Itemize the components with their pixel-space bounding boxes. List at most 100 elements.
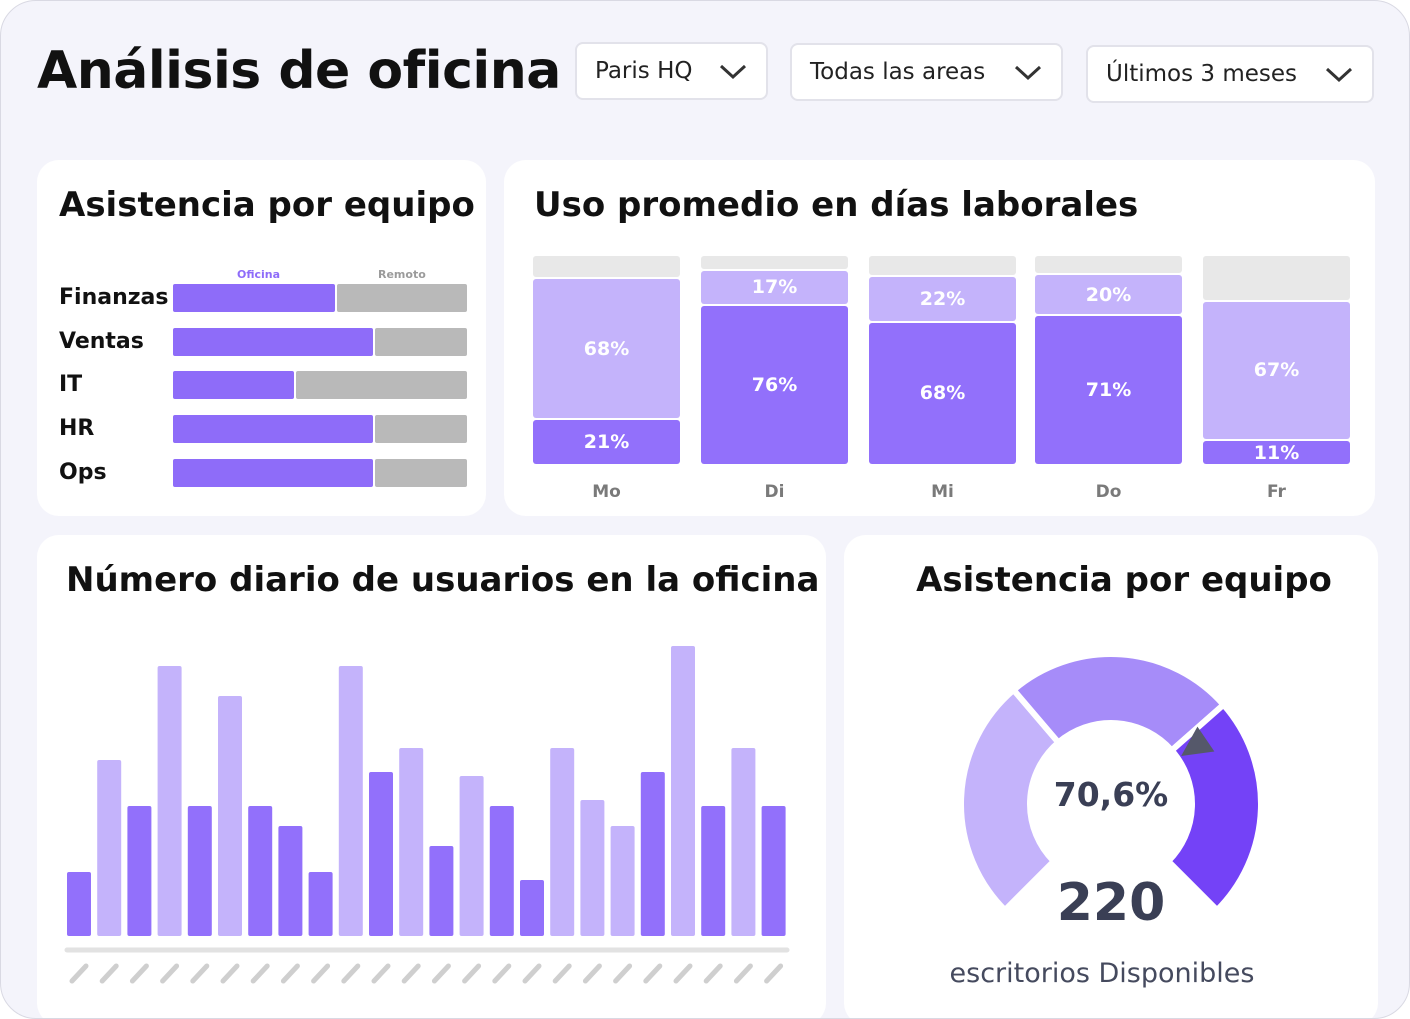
gauge-segment (1010, 651, 1227, 754)
team-office-bar (173, 284, 335, 312)
daily-bar (338, 666, 363, 936)
location-dropdown-label: Paris HQ (595, 58, 693, 84)
team-attendance-title: Asistencia por equipo (59, 185, 475, 225)
x-tick-placeholder (703, 963, 723, 984)
x-tick-placeholder (250, 963, 270, 984)
weekday-office-bar: 76% (701, 305, 848, 464)
weekday-office-bar: 71% (1035, 316, 1182, 464)
period-dropdown-label: Últimos 3 meses (1106, 61, 1298, 87)
daily-bar (761, 806, 786, 936)
team-name: Finanzas (59, 285, 169, 310)
team-office-bar (173, 415, 373, 443)
daily-bar (399, 748, 424, 936)
team-name: Ventas (59, 329, 144, 354)
x-tick-placeholder (341, 963, 361, 984)
gauge-segment (1165, 701, 1264, 914)
team-office-bar (173, 459, 373, 487)
team-bar-track (173, 328, 467, 356)
x-tick-placeholder (220, 963, 240, 984)
weekday-label: Di (764, 482, 785, 502)
x-tick-placeholder (673, 963, 693, 984)
page-title: Análisis de oficina (37, 41, 561, 101)
team-bar-track (173, 371, 467, 399)
team-office-bar (173, 328, 373, 356)
x-tick-placeholder (462, 963, 482, 984)
team-bar-track (173, 459, 467, 487)
desk-gauge-title: Asistencia por equipo (916, 560, 1332, 600)
team-remote-bar (336, 284, 467, 312)
gauge-pointer-icon (1181, 726, 1215, 757)
weekday-free-bar (701, 256, 848, 269)
x-tick-placeholder (311, 963, 331, 984)
daily-users-title: Número diario de usuarios en la oficina (66, 560, 820, 600)
x-tick-placeholder (160, 963, 180, 984)
gauge-segment (958, 686, 1062, 914)
daily-bar (67, 872, 91, 936)
gauge-percent: 70,6% (1053, 775, 1169, 814)
chevron-down-icon (1325, 67, 1353, 83)
location-dropdown[interactable]: Paris HQ (575, 42, 768, 100)
x-tick-placeholder (401, 963, 421, 984)
chevron-down-icon (719, 64, 747, 80)
desk-gauge (958, 651, 1264, 914)
period-dropdown[interactable]: Últimos 3 meses (1086, 45, 1374, 103)
daily-users-chart (64, 646, 790, 984)
x-tick-placeholder (733, 963, 753, 984)
desks-available-value: 220 (1056, 873, 1166, 933)
weekday-free-bar (533, 256, 680, 277)
weekday-remote-bar: 22% (869, 276, 1016, 321)
area-dropdown[interactable]: Todas las areas (790, 43, 1063, 101)
weekday-column: 20% 71% (1035, 256, 1182, 464)
daily-bar (248, 806, 273, 936)
daily-bar (640, 772, 665, 936)
daily-users-card: Número diario de usuarios en la oficina (37, 535, 826, 1018)
legend-office: Oficina (237, 268, 281, 281)
daily-bar (550, 748, 575, 936)
daily-bar (278, 826, 303, 936)
team-remote-bar (295, 371, 467, 399)
daily-bar (610, 826, 635, 936)
daily-bar (429, 846, 454, 936)
daily-bar (369, 772, 393, 936)
weekday-column: 17% 76% (701, 256, 848, 464)
team-name: HR (59, 416, 95, 441)
x-tick-placeholder (522, 963, 542, 984)
daily-bar (731, 748, 756, 936)
weekday-label: Mo (592, 482, 621, 502)
weekday-usage-title: Uso promedio en días laborales (534, 185, 1139, 225)
weekday-office-bar: 68% (869, 322, 1016, 464)
team-row: IT (59, 371, 469, 399)
weekday-free-bar (1203, 256, 1350, 300)
team-bar-track (173, 284, 467, 312)
weekday-remote-bar: 20% (1035, 274, 1182, 315)
chevron-down-icon (1014, 65, 1042, 81)
weekday-label: Do (1095, 482, 1122, 502)
x-tick-placeholder (280, 963, 300, 984)
x-tick-placeholder (582, 963, 602, 984)
daily-bar (701, 806, 726, 936)
daily-bar (97, 760, 122, 936)
weekday-office-bar: 11% (1203, 441, 1350, 464)
team-row: Ops (59, 459, 469, 487)
team-remote-bar (374, 328, 467, 356)
daily-bar (127, 806, 152, 936)
area-dropdown-label: Todas las areas (810, 59, 986, 85)
daily-bar (520, 880, 544, 936)
x-tick-placeholder (129, 963, 149, 984)
team-name: IT (59, 372, 83, 397)
x-tick-placeholder (613, 963, 633, 984)
x-tick-placeholder (371, 963, 391, 984)
team-row: HR (59, 415, 469, 443)
weekday-remote-bar: 67% (1203, 301, 1350, 440)
weekday-label: Mi (931, 482, 954, 502)
team-remote-bar (374, 459, 467, 487)
team-office-bar (173, 371, 294, 399)
daily-bar (157, 666, 182, 936)
team-row: Finanzas (59, 284, 469, 312)
daily-bar (580, 800, 605, 936)
team-remote-bar (374, 415, 467, 443)
x-tick-placeholder (99, 963, 119, 984)
daily-bar (671, 646, 695, 936)
legend-remote: Remoto (378, 268, 426, 281)
